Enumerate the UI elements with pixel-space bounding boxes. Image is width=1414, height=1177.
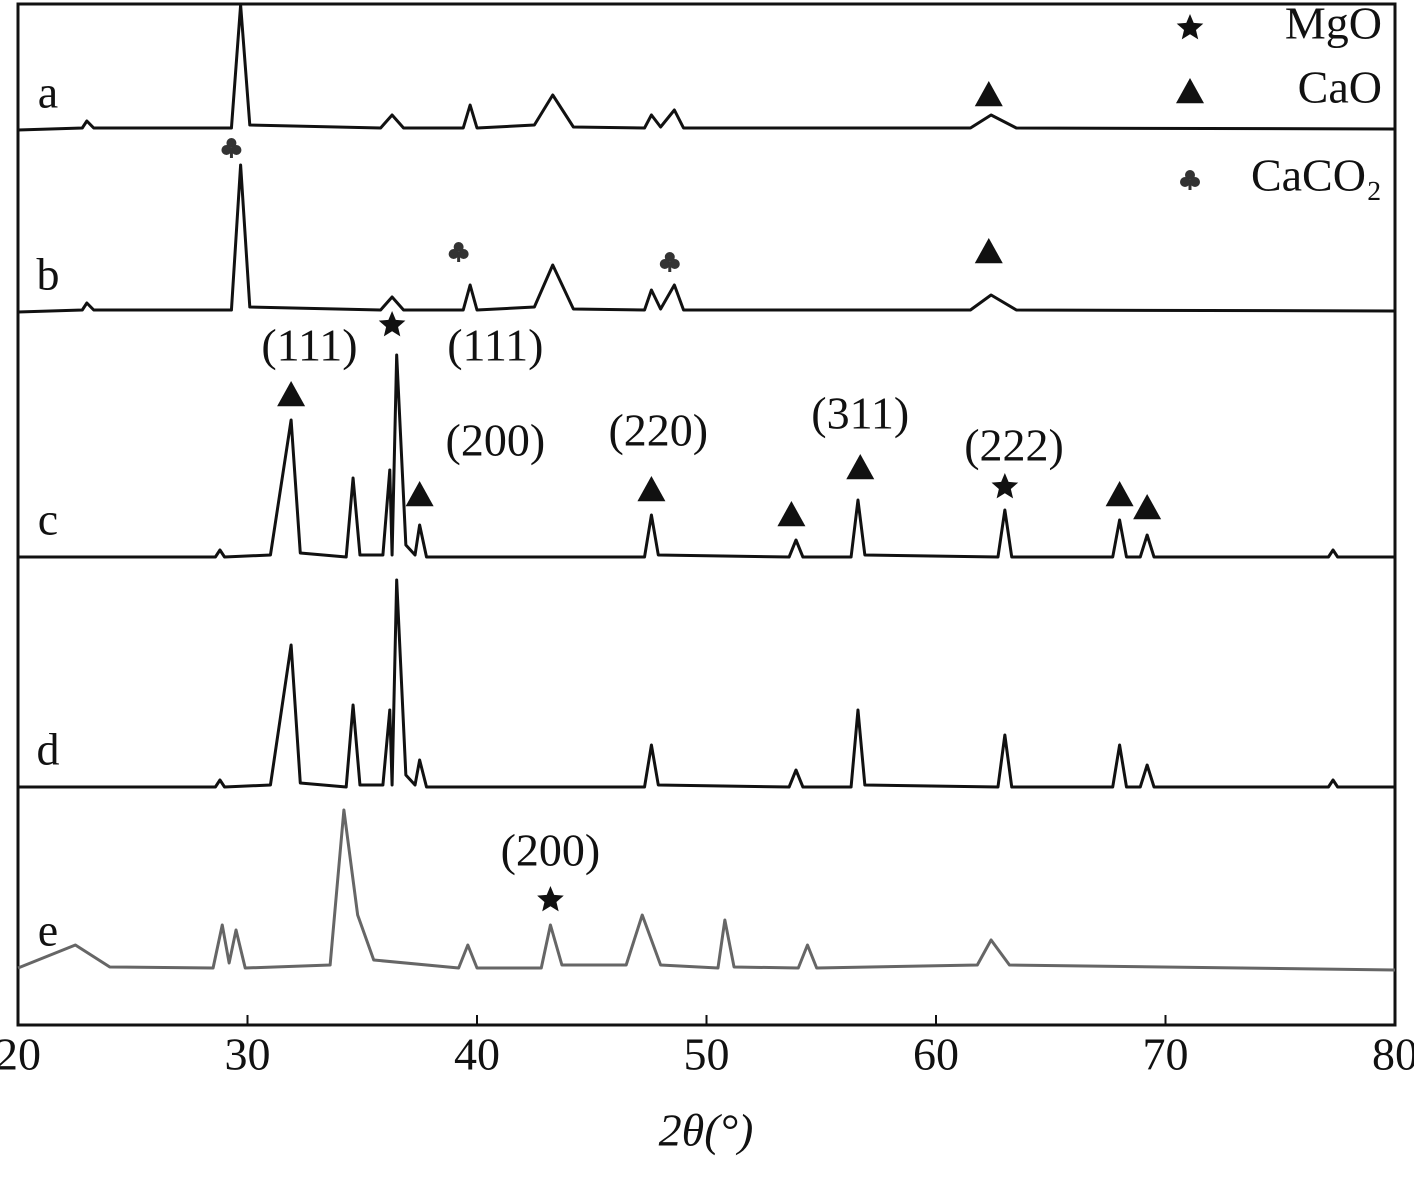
phase-marker bbox=[378, 311, 406, 337]
x-tick-label: 60 bbox=[913, 1029, 959, 1080]
plot-frame bbox=[16, 2, 1397, 1027]
phase-marker bbox=[991, 473, 1019, 499]
trace-label: e bbox=[38, 905, 58, 956]
phase-marker bbox=[448, 242, 469, 262]
trace-label: b bbox=[37, 249, 60, 300]
legend-symbol bbox=[1180, 170, 1200, 190]
x-tick-label: 20 bbox=[0, 1029, 41, 1080]
x-tick-label: 50 bbox=[684, 1029, 730, 1080]
peak-annotation: (200) bbox=[501, 825, 601, 876]
legend-label: CaCO₂ bbox=[1251, 150, 1382, 201]
phase-marker bbox=[846, 454, 875, 480]
xrd-trace bbox=[17, 163, 1396, 314]
phase-marker bbox=[537, 886, 564, 912]
legend-symbol bbox=[1176, 78, 1204, 104]
phase-marker bbox=[1133, 494, 1162, 520]
xrd-trace bbox=[17, 3, 1396, 132]
phase-marker bbox=[1105, 481, 1134, 507]
x-tick-label: 80 bbox=[1372, 1029, 1414, 1080]
x-tick-label: 30 bbox=[225, 1029, 271, 1080]
peak-annotation: (220) bbox=[608, 405, 708, 456]
x-axis-label: 2θ(°) bbox=[659, 1105, 754, 1156]
legend-label: CaO bbox=[1298, 62, 1382, 113]
xrd-trace bbox=[18, 353, 1395, 559]
phase-marker bbox=[637, 476, 666, 502]
peak-annotation: (311) bbox=[811, 388, 909, 439]
phase-marker bbox=[974, 81, 1003, 107]
phase-marker bbox=[777, 501, 806, 527]
trace-label: c bbox=[38, 494, 58, 545]
phase-marker bbox=[974, 238, 1003, 264]
xrd-trace bbox=[17, 808, 1396, 972]
phase-marker bbox=[221, 138, 242, 158]
legend-label: MgO bbox=[1285, 0, 1382, 49]
peak-annotation: (111) bbox=[447, 320, 543, 371]
x-tick-label: 40 bbox=[454, 1029, 500, 1080]
trace-label: d bbox=[37, 724, 60, 775]
legend-symbol bbox=[1176, 14, 1204, 40]
phase-marker bbox=[405, 481, 434, 507]
phase-marker bbox=[277, 381, 306, 407]
xrd-trace bbox=[18, 578, 1395, 789]
x-tick-label: 70 bbox=[1143, 1029, 1189, 1080]
peak-annotation: (200) bbox=[446, 415, 546, 466]
peak-annotation: (222) bbox=[964, 420, 1064, 471]
peak-annotation: (111) bbox=[261, 320, 357, 371]
phase-marker bbox=[659, 252, 680, 272]
trace-label: a bbox=[38, 67, 58, 118]
